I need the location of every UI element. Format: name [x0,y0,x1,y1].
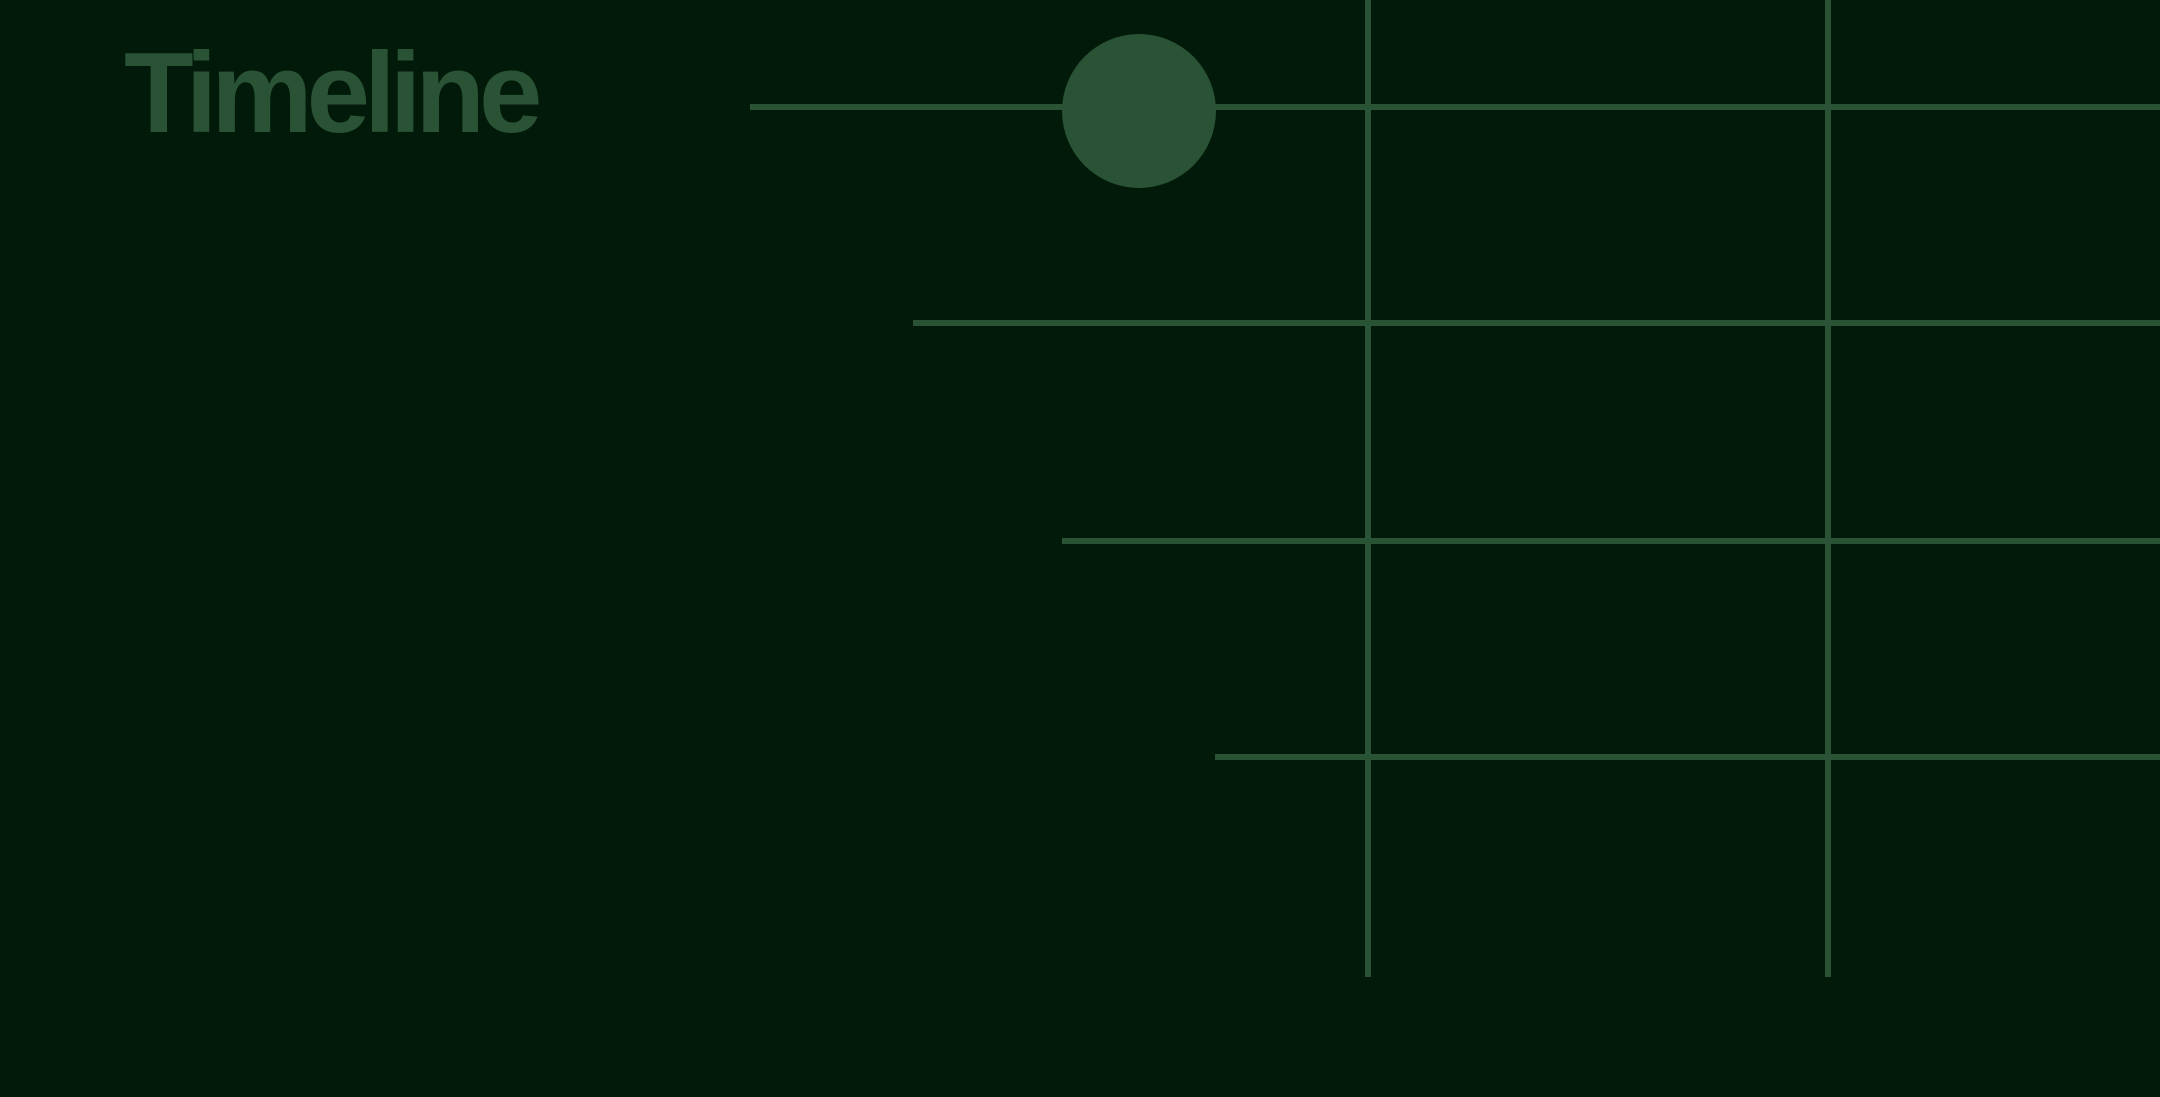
page-title: Timeline [124,30,542,157]
timeline-marker-dot [1062,34,1216,188]
